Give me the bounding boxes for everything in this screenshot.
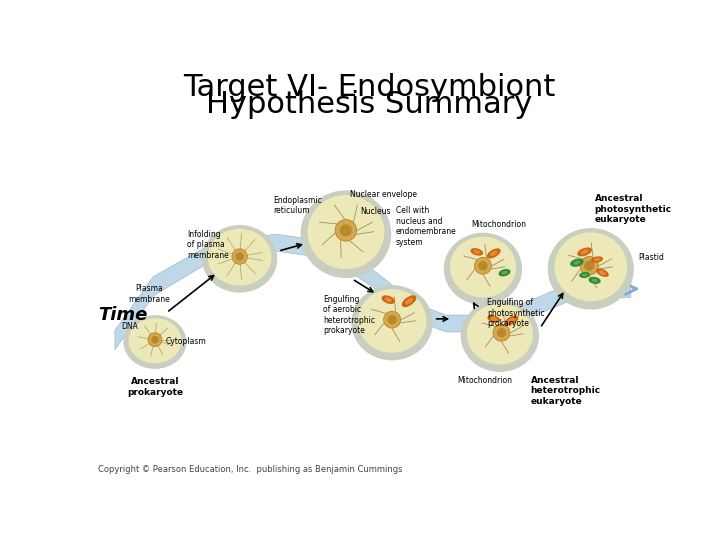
Ellipse shape bbox=[307, 195, 384, 269]
Text: Plasma
membrane: Plasma membrane bbox=[128, 284, 170, 303]
Text: Copyright © Pearson Education, Inc.  publishing as Benjamin Cummings: Copyright © Pearson Education, Inc. publ… bbox=[98, 465, 402, 475]
Ellipse shape bbox=[591, 256, 603, 263]
Circle shape bbox=[335, 220, 356, 241]
Text: Infolding
of plasma
membrane: Infolding of plasma membrane bbox=[187, 230, 229, 260]
Ellipse shape bbox=[358, 289, 426, 353]
Ellipse shape bbox=[203, 226, 276, 292]
Ellipse shape bbox=[128, 318, 181, 363]
Ellipse shape bbox=[508, 318, 516, 323]
Ellipse shape bbox=[588, 277, 600, 284]
Text: DNA: DNA bbox=[121, 322, 138, 331]
Ellipse shape bbox=[487, 315, 500, 323]
Text: Time: Time bbox=[98, 306, 148, 324]
Circle shape bbox=[580, 256, 598, 275]
Ellipse shape bbox=[593, 258, 600, 261]
Text: Engulfing
of aerobic
heterotrophic
prokaryote: Engulfing of aerobic heterotrophic proka… bbox=[323, 295, 375, 335]
Circle shape bbox=[232, 249, 248, 264]
Text: Ancestral
photosynthetic
eukaryote: Ancestral photosynthetic eukaryote bbox=[595, 194, 672, 224]
Text: Ancestral
heterotrophic
eukaryote: Ancestral heterotrophic eukaryote bbox=[531, 376, 600, 406]
Ellipse shape bbox=[124, 316, 186, 368]
Ellipse shape bbox=[570, 259, 584, 267]
Text: Cell with
nucleus and
endomembrane
system: Cell with nucleus and endomembrane syste… bbox=[396, 206, 456, 247]
Text: Hypothesis Summary: Hypothesis Summary bbox=[206, 90, 532, 119]
Ellipse shape bbox=[473, 250, 480, 254]
Ellipse shape bbox=[382, 295, 395, 304]
Ellipse shape bbox=[487, 248, 500, 259]
Ellipse shape bbox=[574, 261, 580, 265]
Ellipse shape bbox=[467, 303, 533, 364]
Ellipse shape bbox=[502, 271, 508, 274]
Ellipse shape bbox=[462, 300, 539, 372]
Ellipse shape bbox=[577, 247, 592, 256]
Circle shape bbox=[493, 325, 510, 341]
Text: Engulfing of
photosynthetic
prokaryote: Engulfing of photosynthetic prokaryote bbox=[487, 298, 544, 328]
Ellipse shape bbox=[470, 248, 483, 255]
Ellipse shape bbox=[450, 237, 516, 298]
Ellipse shape bbox=[554, 232, 627, 301]
Circle shape bbox=[474, 257, 492, 274]
Ellipse shape bbox=[405, 298, 413, 305]
Circle shape bbox=[151, 336, 158, 343]
Text: Endoplasmic
reticulum: Endoplasmic reticulum bbox=[273, 195, 322, 215]
Ellipse shape bbox=[579, 272, 590, 278]
Ellipse shape bbox=[596, 268, 608, 277]
Ellipse shape bbox=[208, 229, 271, 286]
Ellipse shape bbox=[592, 279, 598, 282]
Ellipse shape bbox=[505, 315, 518, 326]
Ellipse shape bbox=[549, 229, 633, 309]
Ellipse shape bbox=[444, 233, 521, 304]
Text: Nuclear envelope: Nuclear envelope bbox=[350, 190, 417, 199]
Text: Nucleus: Nucleus bbox=[360, 207, 390, 215]
Circle shape bbox=[478, 261, 487, 271]
Ellipse shape bbox=[490, 317, 498, 321]
Ellipse shape bbox=[490, 251, 498, 256]
Text: Mitochondrion: Mitochondrion bbox=[472, 220, 526, 229]
Circle shape bbox=[235, 252, 244, 261]
Ellipse shape bbox=[352, 286, 432, 360]
Circle shape bbox=[387, 315, 397, 325]
Ellipse shape bbox=[402, 295, 416, 307]
Circle shape bbox=[148, 333, 162, 347]
Circle shape bbox=[584, 261, 594, 271]
Circle shape bbox=[340, 225, 352, 237]
Ellipse shape bbox=[384, 298, 392, 302]
PathPatch shape bbox=[115, 234, 631, 350]
Text: Cytoplasm: Cytoplasm bbox=[166, 338, 207, 347]
Circle shape bbox=[497, 328, 506, 338]
Text: Mitochondrion: Mitochondrion bbox=[457, 376, 512, 385]
Ellipse shape bbox=[599, 271, 606, 275]
Text: Ancestral
prokaryote: Ancestral prokaryote bbox=[127, 377, 183, 397]
Ellipse shape bbox=[580, 249, 589, 254]
Text: Plastid: Plastid bbox=[639, 253, 665, 262]
Ellipse shape bbox=[498, 269, 510, 276]
Ellipse shape bbox=[301, 191, 390, 278]
Circle shape bbox=[384, 311, 400, 328]
Ellipse shape bbox=[582, 273, 588, 276]
Text: Target VI- Endosymbiont: Target VI- Endosymbiont bbox=[183, 73, 555, 103]
